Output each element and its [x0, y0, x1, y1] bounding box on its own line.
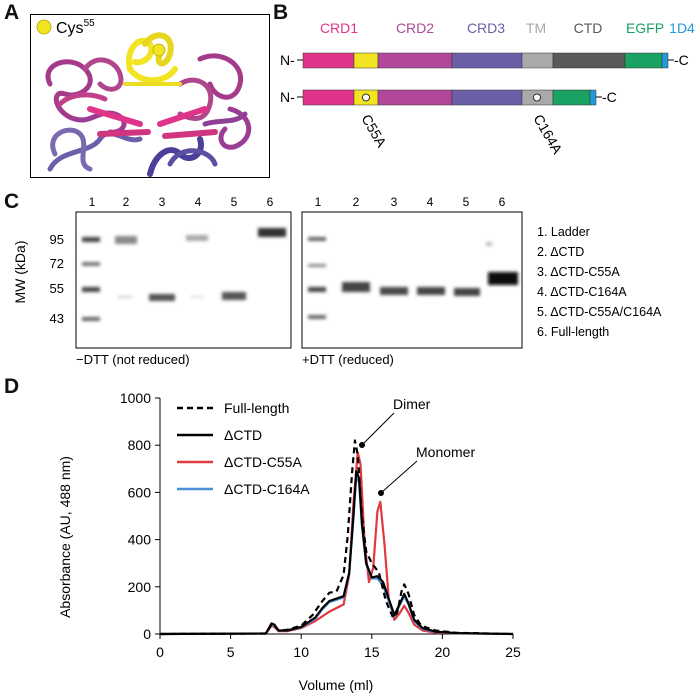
- n-terminus-label-2: N-: [280, 89, 295, 105]
- panel-a-letter: A: [4, 1, 20, 24]
- mutation-c164a-label: C164A: [530, 112, 566, 158]
- full-length-construct: [302, 52, 669, 69]
- y-axis-label: Absorbance (AU, 488 nm): [57, 456, 73, 618]
- c164a-mutation-marker: [533, 93, 541, 102]
- domain-label-crd1: CRD1: [320, 20, 358, 36]
- cys-legend-marker: [36, 19, 52, 35]
- mw-axis-label: MW (kDa): [12, 241, 28, 304]
- x-tick-label: 0: [156, 644, 164, 660]
- svg-text:Cys55: Cys55: [56, 18, 95, 37]
- monomer-annotation: Monomer: [416, 444, 475, 460]
- c-terminus-label-2: -C: [602, 89, 617, 105]
- series-line-3: [159, 474, 514, 636]
- c55a-mutation-marker: [362, 93, 370, 102]
- y-tick-label: 200: [128, 579, 152, 595]
- blot-legend-6: 6. Full-length: [537, 325, 609, 339]
- dimer-pointer: [359, 412, 395, 448]
- mw-marker-95: 95: [50, 232, 64, 247]
- left-blot-caption: −DTT (not reduced): [76, 352, 190, 367]
- sec-chromatogram-chart: 0 200 400 600 800 1000 0 5 10 15 20 25 Full-length Δ…: [57, 390, 521, 693]
- lane-number-r5: 5: [463, 195, 470, 209]
- y-tick-label: 1000: [120, 390, 151, 406]
- mw-marker-43: 43: [50, 311, 64, 326]
- right-blot-caption: +DTT (reduced): [302, 352, 394, 367]
- blot-legend-4: 4. ΔCTD-C164A: [537, 285, 627, 299]
- x-tick-label: 10: [293, 644, 309, 660]
- lane-number-4: 4: [195, 195, 202, 209]
- x-tick-label: 15: [364, 644, 380, 660]
- protein-structure-figure: Cys55: [30, 14, 270, 178]
- panel-c-letter: C: [4, 190, 20, 213]
- series-line-2: [159, 451, 514, 636]
- lane-number-r4: 4: [427, 195, 434, 209]
- lane-number-2: 2: [123, 195, 130, 209]
- lane-number-3: 3: [159, 195, 166, 209]
- x-tick-label: 20: [435, 644, 451, 660]
- domain-label-egfp: EGFP: [626, 20, 664, 36]
- domain-diagram: CRD1 CRD2 CRD3 TM CTD EGFP 1D4 N- -C N- …: [280, 20, 695, 158]
- y-tick-label: 600: [128, 484, 152, 500]
- lane-number-r3: 3: [391, 195, 398, 209]
- legend-label-3: ΔCTD-C164A: [224, 481, 310, 497]
- c-terminus-label: -C: [674, 52, 689, 68]
- mutation-c55a-label: C55A: [358, 112, 390, 151]
- lane-number-1: 1: [89, 195, 96, 209]
- mw-marker-55: 55: [50, 281, 64, 296]
- y-tick-label: 800: [128, 437, 152, 453]
- western-blot-figure: MW (kDa) 95 72 55 43 1 2 3 4 5 6 −DTT (n…: [12, 195, 662, 367]
- x-tick-label: 5: [227, 644, 235, 660]
- legend-label-1: ΔCTD: [224, 427, 262, 443]
- panel-d-letter: D: [4, 375, 20, 398]
- blot-legend-3: 3. ΔCTD-C55A: [537, 265, 620, 279]
- domain-label-ctd: CTD: [574, 20, 603, 36]
- blot-legend-5: 5. ΔCTD-C55A/C164A: [537, 305, 662, 319]
- lane-number-6: 6: [267, 195, 274, 209]
- blot-legend-1: 1. Ladder: [537, 225, 590, 239]
- domain-label-crd2: CRD2: [396, 20, 434, 36]
- domain-label-1d4: 1D4: [669, 20, 695, 36]
- lane-number-r1: 1: [315, 195, 322, 209]
- monomer-pointer: [378, 460, 418, 496]
- dimer-annotation: Dimer: [393, 396, 431, 412]
- series-line-0: [159, 439, 514, 636]
- legend-label-0: Full-length: [224, 400, 289, 416]
- n-terminus-label: N-: [280, 52, 295, 68]
- blot-legend-2: 2. ΔCTD: [537, 245, 584, 259]
- lane-number-r2: 2: [353, 195, 360, 209]
- legend-label-2: ΔCTD-C55A: [224, 454, 302, 470]
- series-line-1: [159, 470, 514, 636]
- panel-b-letter: B: [273, 1, 289, 24]
- y-tick-label: 0: [143, 626, 151, 642]
- y-tick-label: 400: [128, 532, 152, 548]
- domain-label-tm: TM: [526, 20, 546, 36]
- mw-marker-72: 72: [50, 256, 64, 271]
- lane-number-5: 5: [231, 195, 238, 209]
- x-tick-label: 25: [505, 644, 521, 660]
- delta-ctd-construct: [302, 89, 597, 106]
- x-axis-label: Volume (ml): [299, 677, 374, 693]
- domain-label-crd3: CRD3: [467, 20, 505, 36]
- lane-number-r6: 6: [499, 195, 506, 209]
